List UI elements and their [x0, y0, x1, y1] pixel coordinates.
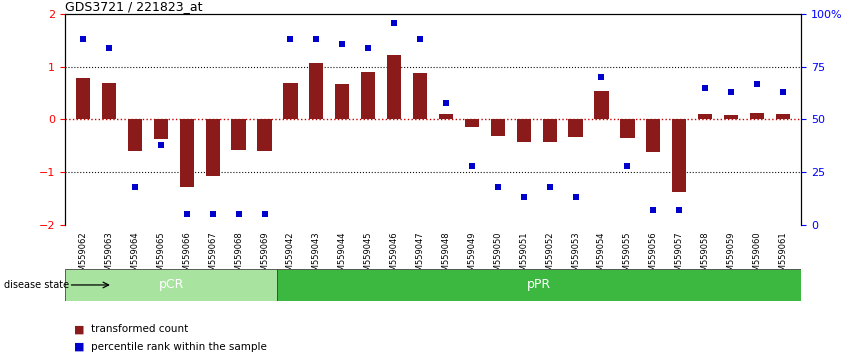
Bar	[76, 78, 90, 120]
Bar	[277, 269, 801, 301]
Point	[620, 163, 634, 169]
Bar	[205, 120, 220, 176]
Bar	[517, 120, 531, 142]
Point	[491, 184, 505, 190]
Bar	[698, 114, 712, 120]
Bar	[128, 120, 142, 151]
Bar	[102, 82, 116, 120]
Point	[569, 195, 583, 200]
Text: ■: ■	[74, 324, 84, 334]
Text: GDS3721 / 221823_at: GDS3721 / 221823_at	[65, 0, 203, 13]
Bar	[776, 114, 790, 120]
Point	[257, 211, 271, 217]
Point	[646, 207, 660, 213]
Text: transformed count: transformed count	[91, 324, 188, 334]
Bar	[309, 63, 324, 120]
Text: pPR: pPR	[527, 279, 552, 291]
Point	[102, 45, 116, 51]
Point	[776, 89, 790, 95]
Bar	[154, 120, 168, 139]
Point	[335, 41, 349, 46]
Bar	[361, 72, 375, 120]
Point	[698, 85, 712, 91]
Point	[180, 211, 194, 217]
Text: percentile rank within the sample: percentile rank within the sample	[91, 342, 267, 352]
Bar	[231, 120, 246, 150]
Bar	[568, 120, 583, 137]
Bar	[542, 120, 557, 142]
Point	[76, 36, 90, 42]
Point	[595, 75, 609, 80]
Bar	[335, 84, 349, 120]
Bar	[283, 82, 298, 120]
Point	[309, 36, 323, 42]
Point	[439, 100, 453, 105]
Bar	[491, 120, 505, 136]
Point	[724, 89, 738, 95]
Point	[154, 142, 168, 148]
Point	[206, 211, 220, 217]
Bar	[413, 73, 427, 120]
Point	[750, 81, 764, 86]
Point	[517, 195, 531, 200]
Bar	[257, 120, 272, 151]
Point	[387, 20, 401, 25]
Bar	[646, 120, 661, 152]
Text: ■: ■	[74, 342, 84, 352]
Bar	[65, 269, 277, 301]
Text: pCR: pCR	[158, 279, 184, 291]
Bar	[594, 91, 609, 120]
Point	[232, 211, 246, 217]
Bar	[465, 120, 479, 127]
Point	[672, 207, 686, 213]
Bar	[439, 114, 453, 120]
Bar	[179, 120, 194, 187]
Point	[283, 36, 297, 42]
Point	[543, 184, 557, 190]
Point	[465, 163, 479, 169]
Bar	[750, 113, 764, 120]
Bar	[620, 120, 635, 138]
Point	[361, 45, 375, 51]
Bar	[672, 120, 687, 192]
Bar	[387, 55, 401, 120]
Point	[413, 36, 427, 42]
Point	[128, 184, 142, 190]
Bar	[724, 115, 738, 120]
Text: disease state: disease state	[4, 280, 69, 290]
